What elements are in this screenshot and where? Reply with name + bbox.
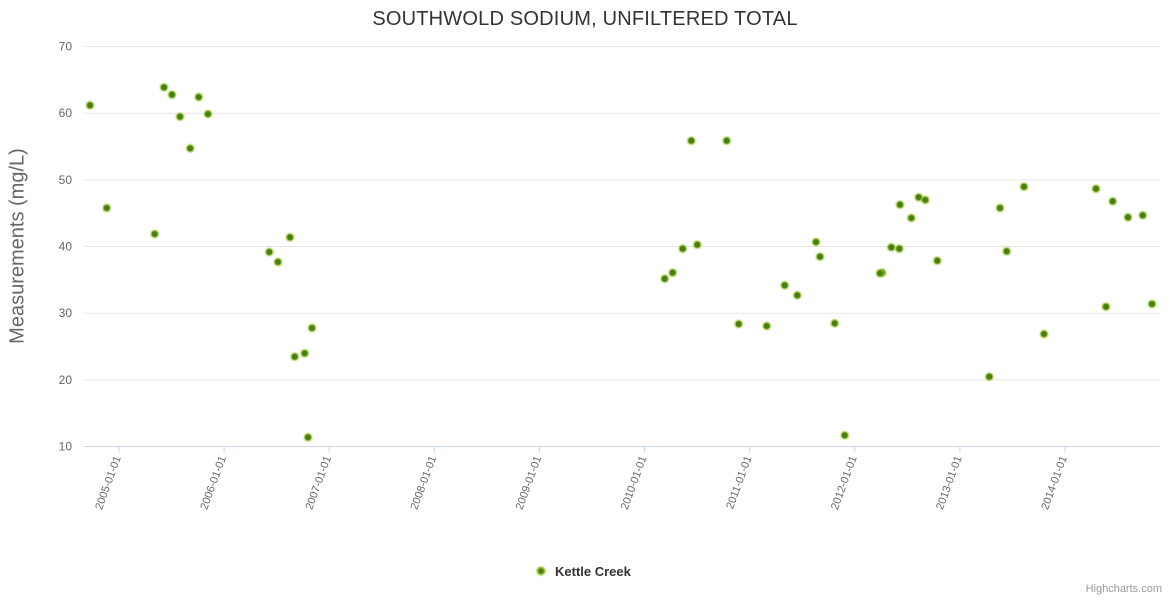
svg-text:2012-01-01: 2012-01-01	[829, 454, 860, 511]
svg-text:50: 50	[59, 173, 73, 187]
svg-text:2007-01-01: 2007-01-01	[303, 454, 334, 511]
svg-text:40: 40	[59, 240, 73, 254]
svg-text:2014-01-01: 2014-01-01	[1039, 454, 1070, 511]
svg-text:2008-01-01: 2008-01-01	[409, 454, 440, 511]
svg-text:Kettle Creek: Kettle Creek	[555, 564, 632, 579]
svg-text:2005-01-01: 2005-01-01	[93, 454, 124, 511]
svg-text:2010-01-01: 2010-01-01	[619, 454, 650, 511]
svg-text:2009-01-01: 2009-01-01	[514, 454, 545, 511]
svg-text:30: 30	[59, 306, 73, 320]
svg-text:60: 60	[59, 106, 73, 120]
svg-text:70: 70	[59, 40, 73, 54]
svg-text:2011-01-01: 2011-01-01	[724, 454, 754, 510]
svg-text:20: 20	[59, 373, 73, 387]
svg-text:2006-01-01: 2006-01-01	[198, 454, 229, 511]
svg-text:2013-01-01: 2013-01-01	[934, 454, 965, 511]
svg-text:10: 10	[59, 440, 73, 454]
